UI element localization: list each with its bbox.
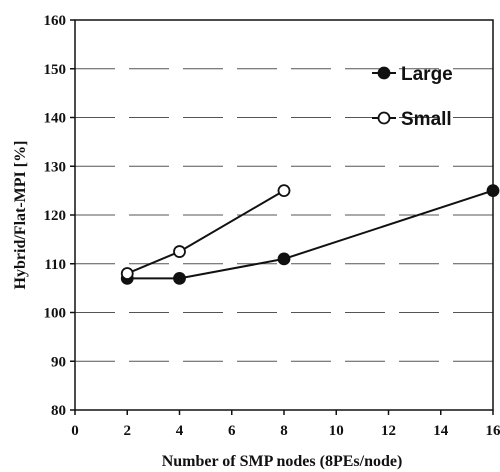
- x-tick-label-8: 8: [280, 423, 288, 439]
- y-tick-label-120: 120: [44, 208, 67, 224]
- series-line-large: [127, 189, 494, 280]
- x-axis-ticks: 0 2 4 6 8 10 12 14 16: [71, 410, 500, 439]
- data-point-large-4: [173, 271, 186, 285]
- series-layer: [120, 184, 500, 285]
- x-tick-label-10: 10: [329, 423, 344, 439]
- data-point-large-8: [277, 252, 291, 266]
- gridlines: [75, 68, 493, 362]
- data-point-small-8: [277, 184, 291, 198]
- legend-label-large: Large: [401, 64, 453, 85]
- legend-marker-small: [377, 111, 391, 125]
- y-tick-label-100: 100: [44, 306, 67, 322]
- y-axis-ticks: 80 90 100 110 120 130 140 150 160: [44, 13, 75, 419]
- data-point-large-16: [486, 184, 500, 198]
- y-tick-label-160: 160: [44, 13, 67, 29]
- x-axis-title: Number of SMP nodes (8PEs/node): [162, 453, 403, 470]
- y-tick-label-110: 110: [44, 257, 66, 273]
- x-tick-label-4: 4: [176, 423, 184, 439]
- x-tick-label-16: 16: [486, 423, 500, 439]
- legend-marker-large: [377, 66, 391, 80]
- legend-label-small: Small: [401, 109, 452, 130]
- y-tick-label-140: 140: [44, 111, 67, 127]
- x-tick-label-0: 0: [71, 423, 79, 439]
- y-tick-label-150: 150: [44, 62, 67, 78]
- x-tick-label-12: 12: [381, 423, 396, 439]
- x-tick-label-2: 2: [124, 423, 132, 439]
- series-line-small: [126, 189, 285, 275]
- y-tick-label-90: 90: [51, 354, 66, 370]
- x-tick-label-14: 14: [433, 423, 449, 439]
- y-tick-label-80: 80: [51, 403, 66, 419]
- y-axis-title: Hybrid/Flat-MPI [%]: [12, 141, 29, 290]
- y-tick-label-130: 130: [44, 159, 67, 175]
- legend: Large Small: [372, 64, 453, 130]
- data-point-small-4: [173, 245, 186, 258]
- x-tick-label-6: 6: [228, 423, 236, 439]
- data-point-small-2: [120, 267, 134, 280]
